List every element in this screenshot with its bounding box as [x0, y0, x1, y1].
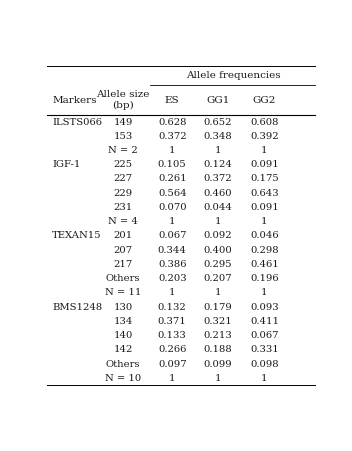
Text: 0.175: 0.175 [250, 175, 279, 184]
Text: N = 11: N = 11 [105, 288, 141, 297]
Text: Others: Others [106, 274, 140, 283]
Text: 0.372: 0.372 [158, 132, 187, 141]
Text: 1: 1 [261, 374, 268, 383]
Text: 1: 1 [169, 217, 175, 226]
Text: 1: 1 [214, 288, 221, 297]
Text: N = 10: N = 10 [105, 374, 141, 383]
Text: 1: 1 [261, 217, 268, 226]
Text: ILSTS066: ILSTS066 [52, 118, 102, 127]
Text: 1: 1 [169, 288, 175, 297]
Text: 140: 140 [113, 331, 133, 340]
Text: 0.067: 0.067 [250, 331, 279, 340]
Text: 1: 1 [261, 146, 268, 155]
Text: 0.400: 0.400 [203, 246, 232, 255]
Text: 0.196: 0.196 [250, 274, 279, 283]
Text: 0.091: 0.091 [250, 160, 279, 169]
Text: 231: 231 [113, 203, 133, 212]
Text: 0.188: 0.188 [203, 345, 232, 354]
Text: 0.124: 0.124 [203, 160, 232, 169]
Text: 130: 130 [113, 303, 133, 312]
Text: Markers: Markers [52, 96, 97, 105]
Text: 229: 229 [114, 189, 133, 198]
Text: GG2: GG2 [253, 96, 276, 105]
Text: 0.295: 0.295 [203, 260, 232, 269]
Text: 0.067: 0.067 [158, 231, 187, 240]
Text: Allele frequencies: Allele frequencies [186, 71, 280, 80]
Text: N = 2: N = 2 [108, 146, 138, 155]
Text: 0.386: 0.386 [158, 260, 187, 269]
Text: 0.133: 0.133 [158, 331, 187, 340]
Text: 0.331: 0.331 [250, 345, 279, 354]
Text: 0.203: 0.203 [158, 274, 187, 283]
Text: 0.392: 0.392 [250, 132, 279, 141]
Text: 0.371: 0.371 [158, 317, 187, 326]
Text: 0.652: 0.652 [203, 118, 232, 127]
Text: 0.348: 0.348 [203, 132, 232, 141]
Text: 0.213: 0.213 [203, 331, 232, 340]
Text: 0.091: 0.091 [250, 203, 279, 212]
Text: ES: ES [165, 96, 180, 105]
Text: 0.608: 0.608 [250, 118, 279, 127]
Text: 1: 1 [214, 217, 221, 226]
Text: 0.321: 0.321 [203, 317, 232, 326]
Text: 0.628: 0.628 [158, 118, 187, 127]
Text: IGF-1: IGF-1 [52, 160, 81, 169]
Text: 142: 142 [113, 345, 133, 354]
Text: 0.372: 0.372 [203, 175, 232, 184]
Text: 134: 134 [113, 317, 133, 326]
Text: BMS1248: BMS1248 [52, 303, 102, 312]
Text: 1: 1 [214, 146, 221, 155]
Text: 201: 201 [113, 231, 133, 240]
Text: 0.266: 0.266 [158, 345, 187, 354]
Text: 0.105: 0.105 [158, 160, 187, 169]
Text: 217: 217 [113, 260, 133, 269]
Text: 0.046: 0.046 [250, 231, 279, 240]
Text: 227: 227 [114, 175, 133, 184]
Text: 153: 153 [113, 132, 133, 141]
Text: 225: 225 [114, 160, 133, 169]
Text: N = 4: N = 4 [108, 217, 138, 226]
Text: 0.044: 0.044 [203, 203, 232, 212]
Text: 207: 207 [114, 246, 133, 255]
Text: 1: 1 [169, 146, 175, 155]
Text: 0.411: 0.411 [250, 317, 279, 326]
Text: 0.098: 0.098 [250, 359, 279, 368]
Text: 0.093: 0.093 [250, 303, 279, 312]
Text: Allele size
(bp): Allele size (bp) [96, 90, 150, 110]
Text: 0.092: 0.092 [203, 231, 232, 240]
Text: 0.261: 0.261 [158, 175, 187, 184]
Text: 0.564: 0.564 [158, 189, 187, 198]
Text: 0.207: 0.207 [203, 274, 232, 283]
Text: 0.344: 0.344 [158, 246, 187, 255]
Text: 0.179: 0.179 [203, 303, 232, 312]
Text: 0.461: 0.461 [250, 260, 279, 269]
Text: 0.460: 0.460 [203, 189, 232, 198]
Text: 0.643: 0.643 [250, 189, 279, 198]
Text: 0.132: 0.132 [158, 303, 187, 312]
Text: TEXAN15: TEXAN15 [52, 231, 102, 240]
Text: 0.097: 0.097 [158, 359, 187, 368]
Text: 0.099: 0.099 [203, 359, 232, 368]
Text: Others: Others [106, 359, 140, 368]
Text: 1: 1 [169, 374, 175, 383]
Text: 0.298: 0.298 [250, 246, 279, 255]
Text: 1: 1 [214, 374, 221, 383]
Text: 1: 1 [261, 288, 268, 297]
Text: 149: 149 [113, 118, 133, 127]
Text: 0.070: 0.070 [158, 203, 187, 212]
Text: GG1: GG1 [206, 96, 230, 105]
